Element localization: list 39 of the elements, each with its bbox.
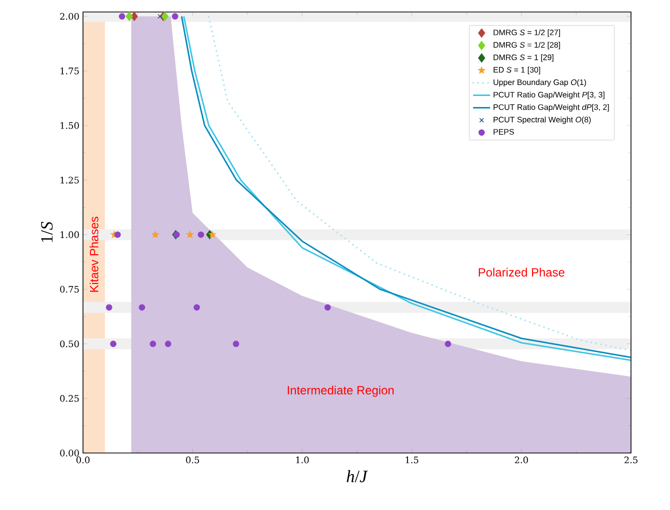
- y-tick-label: 0.25: [60, 395, 79, 402]
- x-tick-label: 0.0: [76, 456, 90, 464]
- point: [138, 304, 146, 311]
- point: [164, 340, 172, 348]
- point: [324, 304, 331, 311]
- band-label: Kitaev Phases: [90, 216, 98, 292]
- point: [444, 340, 452, 348]
- point: [110, 340, 116, 348]
- point: [232, 340, 240, 348]
- point: [106, 304, 112, 311]
- point: [118, 13, 126, 20]
- y-tick-label: 1.25: [60, 176, 79, 184]
- point: [126, 12, 133, 21]
- x-tick-label: 1.5: [406, 456, 418, 464]
- point: [172, 13, 178, 20]
- point: [152, 231, 159, 238]
- point: [186, 231, 194, 238]
- point: [194, 304, 200, 311]
- annotation: Polarized Phase: [478, 268, 564, 277]
- x-tick-label: 0.5: [186, 456, 200, 464]
- y-tick-label: 0.50: [60, 340, 79, 348]
- x-tick-label: 2.5: [624, 456, 638, 464]
- x-tick-label: 2.0: [514, 456, 528, 464]
- y-axis-title: 1/S: [41, 222, 53, 242]
- point: [130, 12, 138, 21]
- x-tick-label: 1.0: [296, 456, 309, 464]
- y-tick-label: 1.50: [60, 122, 79, 129]
- point: [114, 231, 121, 238]
- y-tick-label: 2.00: [60, 12, 79, 20]
- x-axis-title: h/J: [346, 470, 368, 482]
- y-tick-label: 0.00: [60, 450, 79, 456]
- point: [158, 14, 162, 19]
- point: [198, 231, 204, 238]
- annotation: Intermediate Region: [288, 386, 394, 397]
- y-tick-label: 0.75: [60, 286, 79, 293]
- point: [150, 340, 156, 348]
- point: [208, 231, 216, 238]
- y-tick-label: 1.00: [60, 231, 79, 238]
- y-tick-label: 1.75: [60, 68, 79, 74]
